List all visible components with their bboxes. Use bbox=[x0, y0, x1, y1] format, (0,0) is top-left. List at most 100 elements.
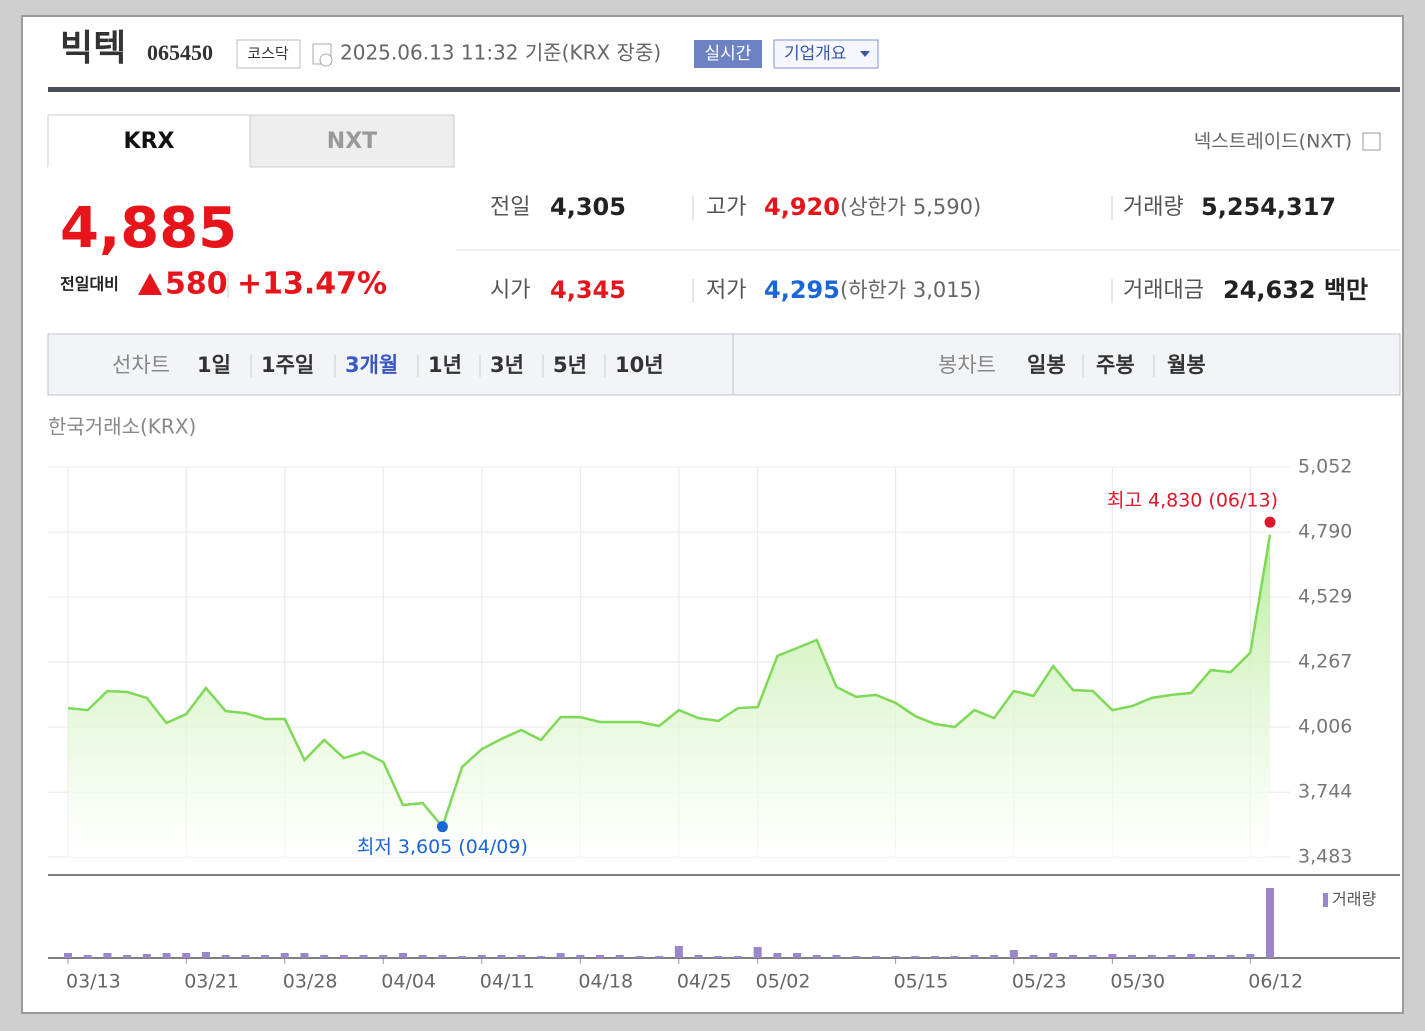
volume-bar bbox=[221, 955, 230, 958]
x-tick-label: 05/23 bbox=[1012, 971, 1067, 993]
volume-bar bbox=[674, 946, 683, 958]
y-tick-label: 5,052 bbox=[1298, 456, 1352, 478]
volume-bar bbox=[556, 953, 565, 958]
volume-bar bbox=[536, 956, 545, 958]
volume-bar bbox=[714, 956, 723, 958]
volume-bar bbox=[1206, 955, 1215, 958]
x-tick-label: 04/11 bbox=[480, 971, 535, 993]
price-line bbox=[67, 534, 1272, 830]
up-triangle bbox=[138, 273, 162, 295]
volume-bar bbox=[1167, 955, 1176, 958]
volume-bar bbox=[950, 956, 959, 958]
company-button-box[interactable] bbox=[773, 39, 879, 69]
volume-bar bbox=[1226, 955, 1235, 958]
tab-cover bbox=[48, 166, 250, 169]
market-badge-box bbox=[236, 39, 301, 69]
volume-bar bbox=[241, 955, 250, 958]
stat-value: 4,305 bbox=[550, 193, 626, 221]
stat-label: 저가 bbox=[706, 278, 746, 303]
nxt-link[interactable]: 넥스트레이드(NXT) bbox=[1194, 131, 1352, 153]
volume-bar bbox=[83, 955, 92, 958]
company-button[interactable]: 기업개요 bbox=[784, 44, 847, 64]
y-tick-label: 4,006 bbox=[1298, 716, 1352, 738]
volume-bar bbox=[931, 956, 940, 958]
stat-label: 전일 bbox=[490, 195, 530, 220]
volume-bar bbox=[1009, 950, 1018, 958]
realtime-button-box[interactable] bbox=[694, 40, 762, 68]
period-tab[interactable]: 1주일 bbox=[261, 353, 314, 377]
annotation-dot bbox=[436, 821, 448, 833]
candle-tab[interactable]: 주봉 bbox=[1096, 353, 1135, 377]
x-tick-label: 03/21 bbox=[184, 971, 239, 993]
stat-note: (하한가 3,015) bbox=[840, 278, 981, 302]
tab-nxt-box[interactable] bbox=[249, 114, 455, 168]
x-tick-label: 03/13 bbox=[66, 971, 121, 993]
y-tick-label: 4,790 bbox=[1298, 521, 1352, 543]
volume-bar bbox=[1187, 954, 1196, 958]
stats: 전일 4,305 고가 4,920 (상한가 5,590) 거래량 5,254,317 시가 4… bbox=[490, 193, 1368, 304]
volume-bar bbox=[458, 956, 467, 958]
volume-bar bbox=[970, 955, 979, 958]
period-tab[interactable]: 1년 bbox=[428, 353, 462, 377]
volume-bar bbox=[142, 954, 151, 958]
help-icon[interactable] bbox=[1362, 132, 1381, 151]
stat-label: 고가 bbox=[706, 195, 746, 220]
tab-krx[interactable]: KRX bbox=[124, 129, 175, 154]
y-tick-label: 3,744 bbox=[1298, 781, 1352, 803]
volume-bar bbox=[418, 955, 427, 958]
header-rule bbox=[48, 87, 1400, 92]
period-tab[interactable]: 1일 bbox=[197, 353, 231, 377]
annotation-label: 최저 3,605 (04/09) bbox=[357, 836, 528, 858]
period-tab[interactable]: 10년 bbox=[615, 353, 664, 377]
candle-chart-label: 봉차트 bbox=[938, 353, 996, 377]
volume-bar bbox=[1088, 955, 1097, 958]
volume-bar bbox=[871, 956, 880, 958]
candle-tab[interactable]: 일봉 bbox=[1027, 353, 1066, 377]
stat-value: 24,632 백만 bbox=[1223, 276, 1368, 304]
volume-bar bbox=[123, 955, 132, 958]
volume-bar bbox=[852, 956, 861, 958]
volume-bar bbox=[497, 955, 506, 958]
volume-bar bbox=[300, 953, 309, 958]
volume-bar bbox=[1266, 888, 1274, 958]
change: 580 bbox=[165, 267, 228, 302]
volume-bar bbox=[280, 953, 289, 958]
stock-name: 빅텍 bbox=[60, 28, 126, 69]
period-tab[interactable]: 3개월 bbox=[345, 353, 398, 377]
stat-value: 4,920 bbox=[764, 193, 840, 221]
annotation-dot bbox=[1264, 516, 1276, 528]
volume-bar bbox=[773, 953, 782, 958]
period-tab[interactable]: 3년 bbox=[490, 353, 524, 377]
volume-bar bbox=[398, 953, 407, 958]
annotation-label: 최고 4,830 (06/13) bbox=[1107, 490, 1278, 512]
volume-bar bbox=[891, 956, 900, 958]
period-bar bbox=[47, 333, 1401, 396]
price-area bbox=[68, 534, 1270, 857]
period-tab[interactable]: 5년 bbox=[553, 353, 587, 377]
volume-bar bbox=[339, 955, 348, 958]
volume-bar bbox=[576, 955, 585, 958]
stat-label: 거래량 bbox=[1123, 195, 1184, 220]
change-rate: +13.47% bbox=[237, 267, 387, 302]
dropdown-arrow bbox=[860, 51, 870, 57]
volume-bar bbox=[1147, 955, 1156, 958]
volume-bar bbox=[1068, 955, 1077, 958]
stat-note: (상한가 5,590) bbox=[840, 195, 981, 219]
x-tick-label: 04/18 bbox=[578, 971, 633, 993]
volume-bar bbox=[103, 953, 112, 958]
volume-bar bbox=[990, 955, 999, 958]
candle-tab[interactable]: 월봉 bbox=[1167, 353, 1206, 377]
realtime-button[interactable]: 실시간 bbox=[705, 44, 752, 64]
stat-value: 4,295 bbox=[764, 276, 840, 304]
volume-bar bbox=[182, 953, 191, 958]
x-tick-label: 04/04 bbox=[381, 971, 436, 993]
stat-label: 거래대금 bbox=[1123, 278, 1204, 303]
volume-bar bbox=[379, 955, 388, 958]
x-tick-label: 05/30 bbox=[1110, 971, 1165, 993]
volume-bar bbox=[320, 955, 329, 958]
volume-bar bbox=[655, 956, 664, 958]
volume-bar bbox=[832, 955, 841, 958]
tab-nxt[interactable]: NXT bbox=[327, 129, 377, 154]
volume-bar bbox=[733, 956, 742, 958]
